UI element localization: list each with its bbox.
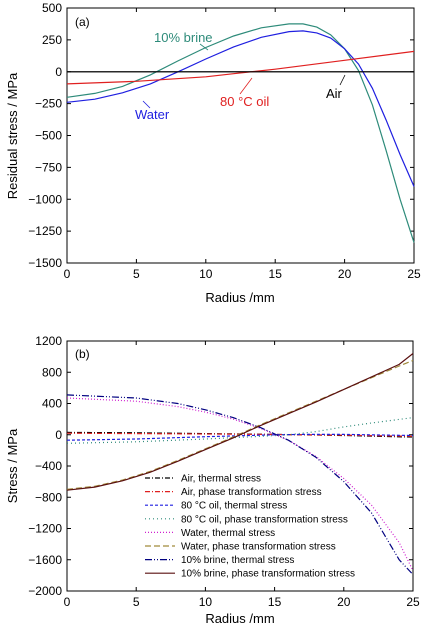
y-tick-label-b: −1200	[28, 522, 62, 536]
legend-label: Air, phase transformation stress	[181, 487, 322, 498]
annotation-pointer-water	[142, 100, 151, 109]
legend-label: Air, thermal stress	[181, 474, 261, 485]
y-tick-label-a: −250	[35, 97, 62, 111]
y-axis-label-a: Residual stress / MPa	[5, 72, 20, 199]
x-tick-label-b: 15	[268, 595, 282, 609]
x-tick-label-b: 25	[406, 595, 420, 609]
series-line-b-3	[66, 417, 414, 444]
series-group-b	[66, 353, 414, 576]
series-line-a-0	[66, 23, 415, 243]
legend-label: 80 °C oil, phase transformation stress	[181, 514, 348, 525]
annotation-air: Air	[326, 86, 343, 101]
x-tick-label-a: 0	[64, 267, 71, 281]
panel-b-label: (b)	[75, 347, 90, 361]
y-tick-label-a: −1500	[28, 256, 62, 270]
panel-b: (b) 0 5 10 15 20 25 1200 800 400 0 −400 −800 −1200 −1…	[5, 334, 420, 626]
y-tick-label-a: −750	[35, 160, 62, 174]
x-tick-label-a: 25	[407, 267, 421, 281]
ticks-a: 0 5 10 15 20 25 500 250 0 −250 −500 −750 −1000 −1250 −…	[28, 1, 421, 281]
y-tick-label-a: −500	[35, 129, 62, 143]
x-tick-label-a: 10	[199, 267, 213, 281]
annotation-pointer-air	[339, 74, 346, 86]
y-tick-label-a: −1000	[28, 192, 62, 206]
series-line-a-2	[66, 50, 415, 85]
series-line-b-5	[66, 359, 414, 490]
x-tick-label-b: 10	[199, 595, 213, 609]
series-line-a-1	[66, 30, 415, 187]
y-tick-label-b: −400	[35, 459, 62, 473]
annotation-water: Water	[135, 107, 170, 122]
series-line-b-6	[66, 394, 414, 576]
panel-a: (a) 0 5 10 15 20 25 500 250 0 −250 −500 −750 −1000 −1…	[5, 1, 421, 305]
y-tick-label-b: −1600	[28, 553, 62, 567]
y-tick-label-b: 800	[42, 365, 62, 379]
y-tick-label-b: 1200	[35, 334, 62, 348]
y-tick-label-a: 0	[55, 65, 62, 79]
ticks-b: 0 5 10 15 20 25 1200 800 400 0 −400 −800 −1200 −1600 −…	[28, 334, 420, 609]
x-tick-label-b: 20	[337, 595, 351, 609]
y-tick-label-b: 0	[55, 428, 62, 442]
annotation-pointer-oil	[239, 77, 253, 95]
panel-a-label: (a)	[75, 15, 90, 29]
x-tick-label-a: 5	[133, 267, 140, 281]
legend-label: 10% brine, phase transformation stress	[181, 569, 355, 580]
annotation-brine: 10% brine	[154, 30, 213, 45]
y-tick-label-a: −1250	[28, 224, 62, 238]
legend-label: Water, phase transformation stress	[181, 542, 336, 553]
legend-label: 10% brine, thermal stress	[181, 555, 294, 566]
series-line-b-2	[66, 433, 414, 441]
x-tick-label-a: 15	[269, 267, 283, 281]
y-axis-label-b: Stress / MPa	[5, 428, 20, 503]
y-tick-label-b: −2000	[28, 584, 62, 598]
legend: Air, thermal stress Air, phase transforma…	[145, 474, 355, 580]
x-axis-label-a: Radius /mm	[205, 290, 274, 305]
x-tick-label-b: 5	[133, 595, 140, 609]
y-tick-label-b: 400	[42, 397, 62, 411]
series-line-b-7	[66, 353, 414, 491]
x-tick-label-a: 20	[338, 267, 352, 281]
annotation-oil: 80 °C oil	[220, 94, 269, 109]
y-tick-label-b: −800	[35, 490, 62, 504]
x-axis-label-b: Radius /mm	[205, 611, 274, 626]
legend-label: 80 °C oil, thermal stress	[181, 501, 287, 512]
y-tick-label-a: 500	[42, 1, 62, 15]
annotation-pointer-brine	[199, 43, 209, 51]
legend-label: Water, thermal stress	[181, 528, 275, 539]
x-tick-label-b: 0	[64, 595, 71, 609]
series-group-a	[66, 23, 415, 243]
plot-frame-b	[66, 340, 414, 592]
y-tick-label-a: 250	[42, 33, 62, 47]
plot-frame-a	[66, 7, 415, 264]
